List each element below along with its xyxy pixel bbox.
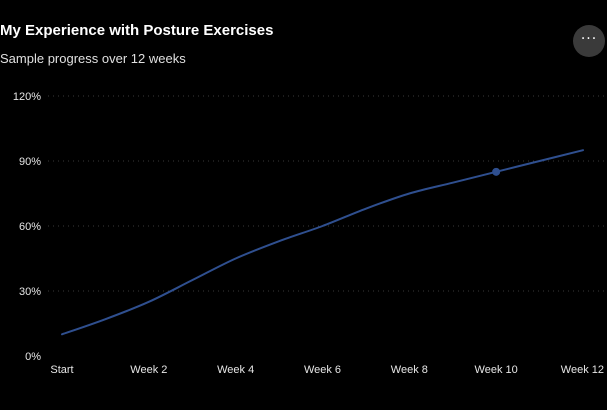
x-axis-ticks: Start Week 2 Week 4 Week 6 Week 8 Week 10 Week… [50, 364, 604, 376]
data-point-marker[interactable] [492, 167, 501, 176]
x-tick-label: Week 4 [217, 364, 254, 376]
chart-title: My Experience with Posture Exercises [0, 22, 274, 39]
series-layer [61, 149, 584, 336]
x-tick-label: Week 10 [475, 364, 518, 376]
x-tick-label: Start [50, 364, 73, 376]
y-axis-ticks: 0% 30% 60% 90% 120% [13, 91, 41, 363]
y-tick-label: 30% [19, 286, 41, 298]
y-tick-label: 90% [19, 156, 41, 168]
chart-subtitle: Sample progress over 12 weeks [0, 51, 186, 66]
y-tick-label: 60% [19, 221, 41, 233]
x-tick-label: Week 8 [391, 364, 428, 376]
x-tick-label: Week 2 [130, 364, 167, 376]
y-tick-label: 120% [13, 91, 41, 103]
y-tick-label: 0% [25, 351, 41, 363]
x-tick-label: Week 12 [561, 364, 604, 376]
grid-lines [48, 95, 607, 292]
x-tick-label: Week 6 [304, 364, 341, 376]
series-line [61, 149, 584, 336]
more-options-button[interactable]: ··· [573, 25, 605, 57]
